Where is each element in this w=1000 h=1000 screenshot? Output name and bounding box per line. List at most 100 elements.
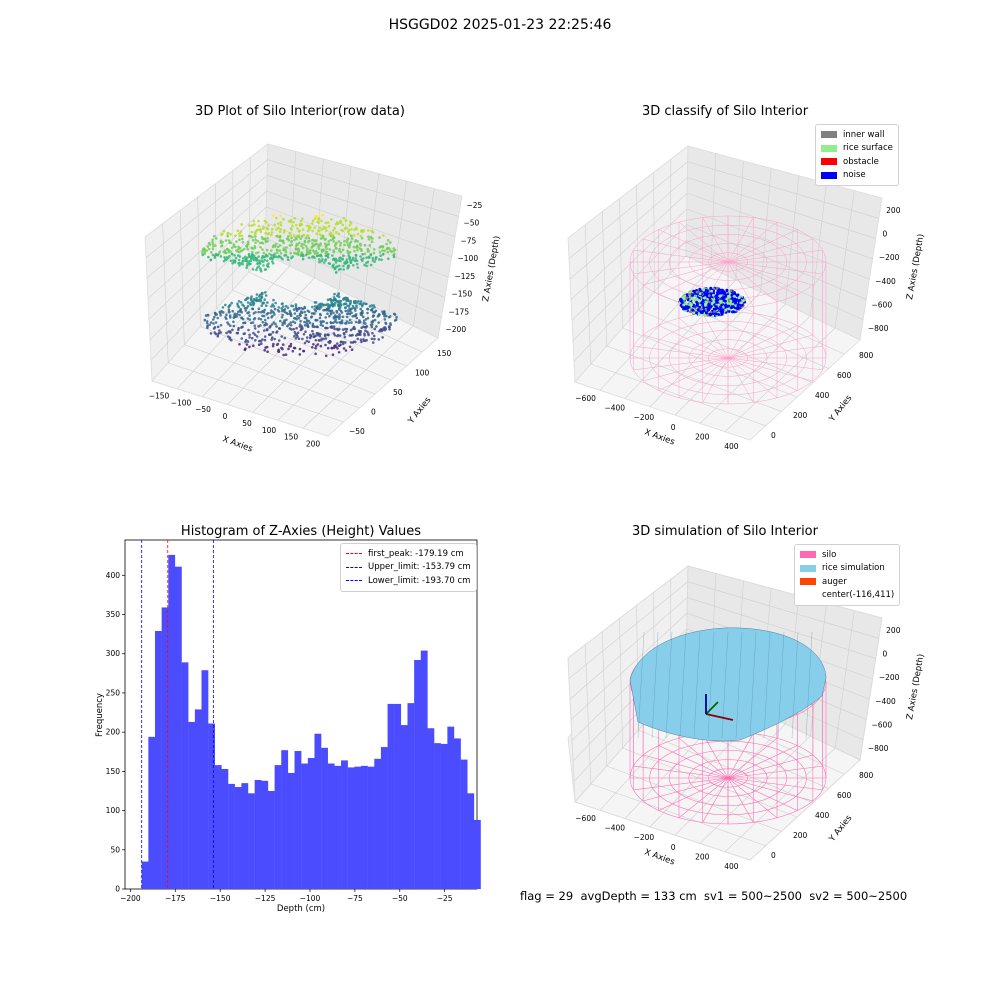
- raw-point: [221, 306, 225, 309]
- cls-gridline: [601, 211, 608, 347]
- raw-point: [335, 309, 339, 313]
- classify-silo-wire: [727, 313, 754, 359]
- raw-point: [225, 331, 228, 335]
- legend-obstacle: obstacle: [821, 155, 893, 169]
- raw-point: [257, 298, 261, 302]
- raw-point: [344, 322, 348, 325]
- classify-point: [737, 299, 741, 302]
- raw-point: [337, 344, 341, 348]
- raw-point: [235, 249, 238, 252]
- histogram-bar: [254, 779, 262, 889]
- classify-plot-title: 3D classify of Silo Interior: [641, 104, 809, 119]
- raw-point: [351, 341, 355, 344]
- classify-point: [733, 298, 736, 301]
- histogram-x-tick-label: −100: [300, 894, 321, 903]
- raw-point: [338, 313, 341, 316]
- legend-swatch: [821, 131, 837, 139]
- histogram-y-axis-label: Frequency: [95, 693, 105, 737]
- raw-point: [229, 331, 232, 334]
- raw-point: [333, 320, 337, 323]
- raw-point: [265, 345, 269, 349]
- raw-x-tick-label: 150: [284, 433, 299, 442]
- raw-point: [264, 291, 267, 294]
- classify-silo-wire: [658, 261, 729, 295]
- raw-point: [352, 245, 356, 249]
- classify-silo-wire: [658, 325, 729, 359]
- raw-point: [349, 328, 353, 332]
- classify-silo-wire: [727, 357, 798, 391]
- raw-point: [245, 266, 248, 270]
- cls-gridline: [649, 291, 761, 408]
- histogram-bar: [261, 780, 269, 889]
- classify-point: [705, 311, 708, 315]
- raw-point: [285, 237, 289, 241]
- simulation-mesh-line: [763, 631, 771, 739]
- raw-point: [350, 228, 353, 231]
- raw-point: [345, 320, 349, 323]
- raw-point: [280, 335, 284, 338]
- raw-point: [274, 322, 277, 326]
- raw-point: [292, 308, 296, 311]
- raw-point: [316, 251, 320, 255]
- raw-point: [321, 324, 325, 328]
- raw-point: [353, 249, 356, 253]
- classify-silo-wire: [658, 357, 729, 391]
- raw-point: [251, 268, 255, 271]
- raw-point: [316, 343, 320, 346]
- raw-point: [270, 338, 274, 341]
- histogram-bar: [201, 670, 209, 889]
- raw-point: [257, 343, 261, 347]
- raw-point: [270, 227, 274, 231]
- raw-point: [389, 323, 393, 327]
- raw-point: [293, 217, 297, 220]
- raw-point: [360, 340, 363, 344]
- raw-point: [307, 310, 311, 314]
- raw-point: [236, 302, 239, 306]
- raw-point: [302, 349, 305, 353]
- raw-point: [275, 325, 278, 328]
- histogram-x-ticks: −200 −175 −150 −125 −100 −75 −50 −25: [120, 889, 453, 903]
- raw-point: [277, 306, 281, 309]
- raw-point: [263, 318, 267, 322]
- sim-z-tick-label: −600: [872, 721, 893, 730]
- raw-point: [273, 223, 277, 227]
- raw-point: [281, 257, 284, 261]
- raw-point: [359, 234, 363, 238]
- classify-silo-wire: [643, 334, 729, 359]
- raw-point: [338, 249, 341, 252]
- raw-point: [314, 249, 318, 253]
- raw-point: [315, 214, 318, 218]
- raw-point: [240, 316, 243, 320]
- raw-point: [255, 258, 258, 261]
- raw-point: [344, 306, 347, 310]
- raw-point: [355, 316, 359, 320]
- histogram-y-tick-label: 0: [115, 885, 120, 894]
- raw-point: [237, 254, 240, 257]
- cls-gridline: [686, 208, 870, 280]
- raw-point: [294, 303, 298, 306]
- raw-point: [371, 341, 375, 344]
- raw-point: [356, 266, 360, 269]
- histogram-y-tick-label: 150: [106, 767, 121, 776]
- raw-point: [379, 328, 382, 332]
- raw-point: [254, 241, 257, 244]
- raw-point: [307, 234, 310, 237]
- raw-point: [360, 258, 363, 261]
- classify-point-cloud: [678, 286, 747, 318]
- cls-gridline: [584, 224, 592, 365]
- raw-point: [381, 246, 385, 249]
- raw-point: [337, 293, 340, 296]
- classify-point: [698, 288, 702, 291]
- raw-point: [290, 328, 293, 331]
- classify-point: [722, 296, 726, 300]
- raw-point: [257, 310, 261, 314]
- raw-point: [219, 239, 223, 242]
- raw-point: [369, 323, 373, 327]
- raw-point: [363, 243, 367, 247]
- raw-point: [213, 311, 217, 315]
- simulation-silo-wire: [727, 754, 813, 779]
- histogram-bar: [341, 760, 348, 889]
- raw-point: [263, 324, 266, 327]
- raw-point: [323, 303, 326, 307]
- raw-point: [348, 224, 352, 227]
